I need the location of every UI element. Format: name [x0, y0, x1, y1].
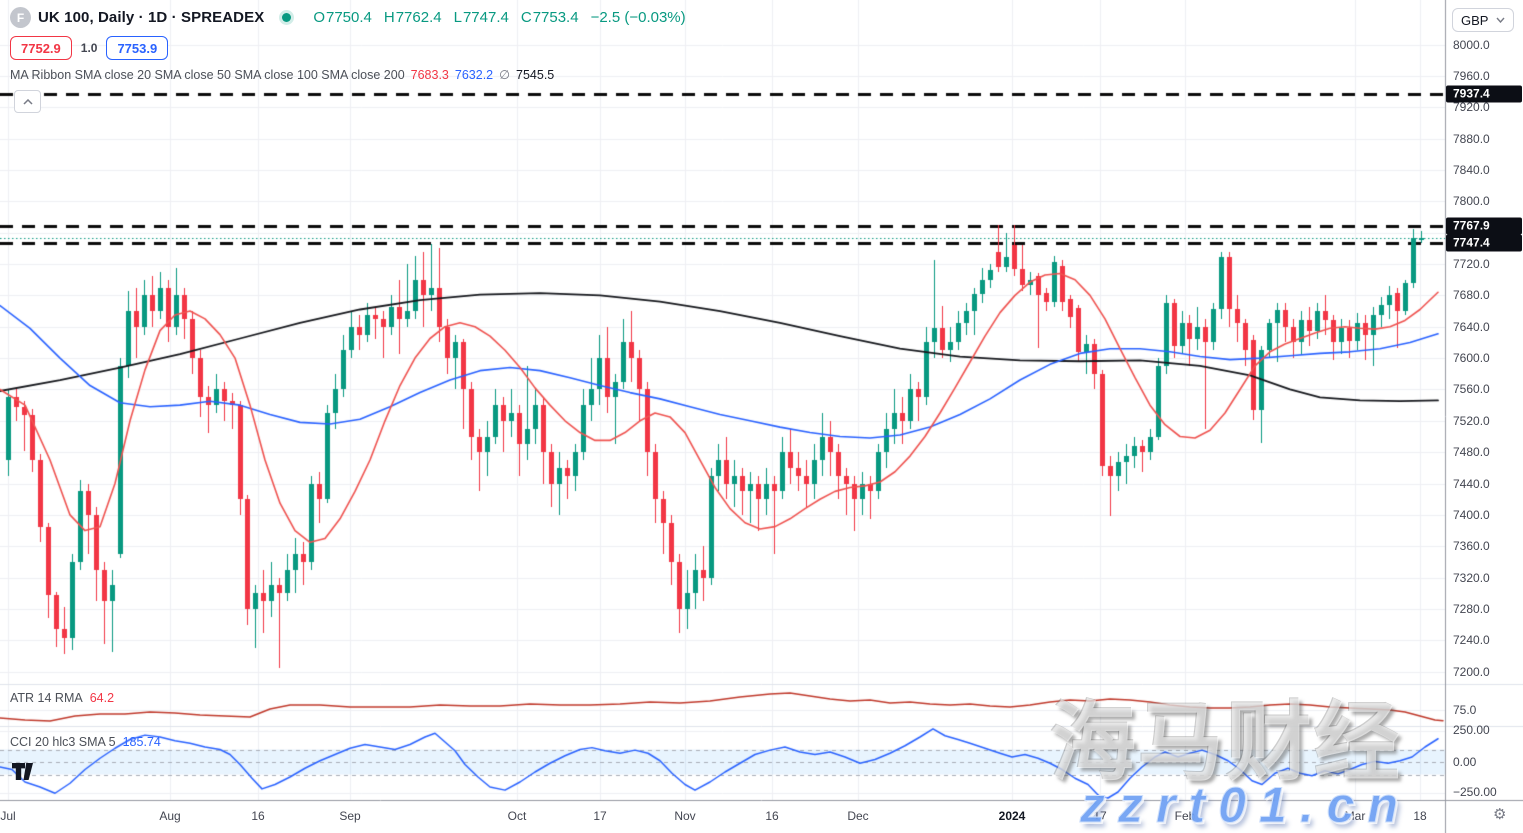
price-tick-label: 7680.0	[1453, 288, 1490, 303]
sma200-value: 7545.5	[516, 68, 555, 82]
time-axis-label: 16	[251, 809, 265, 823]
time-axis[interactable]: Jul Aug 16 Sep Oct 17 Nov 16 Dec 2024 17 Feb Mar 18	[0, 801, 1523, 833]
ohlc-values: O 7750.4 H 7762.4 L 7747.4 C 7753.4 −2.5…	[305, 9, 689, 26]
buy-button[interactable]: 7753.9	[106, 36, 169, 60]
symbol-logo[interactable]: F	[10, 7, 31, 28]
ma-ribbon-label: MA Ribbon SMA close 20 SMA close 50 SMA …	[10, 68, 405, 82]
price-tick-label: 7880.0	[1453, 131, 1490, 146]
ma-ribbon-legend[interactable]: MA Ribbon SMA close 20 SMA close 50 SMA …	[10, 67, 554, 82]
atr-title: ATR 14 RMA	[10, 691, 83, 705]
high-value: 7762.4	[395, 9, 442, 26]
price-tick-label: 7560.0	[1453, 382, 1490, 397]
price-tick-label: 7320.0	[1453, 570, 1490, 585]
trade-panel: 7752.9 1.0 7753.9	[10, 36, 169, 60]
time-axis-label: Dec	[847, 809, 869, 823]
time-axis-label: 18	[1413, 809, 1427, 823]
time-axis-label: 2024	[998, 809, 1026, 823]
sma20-value: 7683.3	[410, 68, 449, 82]
sma100-value: ∅	[499, 68, 511, 82]
indicator-tick-label: 75.0	[1453, 703, 1477, 717]
price-tick-label: 7960.0	[1453, 68, 1490, 83]
price-tick-label: 7200.0	[1453, 664, 1490, 679]
price-tick-label: 7400.0	[1453, 507, 1490, 522]
price-tick-label: 7240.0	[1453, 633, 1490, 648]
price-axis[interactable]: GBP 8000.0 7960.0 7920.0 7880.0 7840.0 7800.0…	[1446, 0, 1523, 800]
market-status-icon[interactable]	[282, 13, 292, 22]
atr-legend[interactable]: ATR 14 RMA 64.2	[10, 691, 114, 705]
time-axis-label: Sep	[339, 809, 361, 823]
symbol-header: F UK 100, Daily · 1D · SPREADEX O 7750.4…	[10, 7, 690, 28]
price-tick-label: 7840.0	[1453, 162, 1490, 177]
high-label: H	[383, 9, 395, 26]
price-tick-label: 7640.0	[1453, 319, 1490, 334]
price-tick-label: 7800.0	[1453, 194, 1490, 209]
collapse-indicators-button[interactable]	[14, 90, 41, 113]
currency-selector[interactable]: GBP	[1452, 8, 1514, 32]
low-label: L	[453, 9, 462, 26]
price-tick-label: 7360.0	[1453, 539, 1490, 554]
price-tick-label: 7920.0	[1453, 100, 1490, 115]
sell-button[interactable]: 7752.9	[10, 36, 72, 60]
price-tick-label: 7280.0	[1453, 601, 1490, 616]
open-label: O	[313, 9, 325, 26]
spread-value: 1.0	[80, 41, 98, 55]
low-value: 7747.4	[462, 9, 509, 26]
price-tick-label: 7480.0	[1453, 445, 1490, 460]
time-axis-label: Mar	[1344, 809, 1366, 823]
price-tick-label: 7440.0	[1453, 476, 1490, 491]
symbol-title[interactable]: UK 100, Daily · 1D · SPREADEX	[38, 9, 265, 26]
price-level-badge: 7767.9	[1446, 217, 1522, 235]
time-axis-label: 17	[1093, 809, 1107, 823]
open-value: 7750.4	[325, 9, 372, 26]
cci-legend[interactable]: CCI 20 hlc3 SMA 5 185.74	[10, 735, 161, 749]
chevron-down-icon	[1496, 17, 1505, 23]
close-label: C	[520, 9, 532, 26]
time-axis-label: 16	[765, 809, 779, 823]
price-tick-label: 7720.0	[1453, 257, 1490, 272]
price-tick-label: 8000.0	[1453, 37, 1490, 52]
settings-gear-icon[interactable]: ⚙	[1493, 806, 1507, 823]
time-axis-label: Oct	[507, 809, 527, 823]
indicator-tick-label: 250.00	[1453, 723, 1490, 737]
currency-label: GBP	[1461, 12, 1489, 28]
time-axis-label: Feb	[1174, 809, 1196, 823]
indicator-tick-label: −250.00	[1453, 785, 1497, 799]
cci-title: CCI 20 hlc3 SMA 5	[10, 735, 116, 749]
time-axis-label: 17	[593, 809, 607, 823]
sma50-value: 7632.2	[454, 68, 494, 82]
price-tick-label: 7520.0	[1453, 413, 1490, 428]
time-axis-label: Nov	[674, 809, 696, 823]
price-level-badge: 7747.4	[1446, 234, 1522, 252]
chevron-up-icon	[22, 98, 33, 105]
time-axis-label: Aug	[159, 809, 181, 823]
time-axis-label: Jul	[0, 809, 16, 823]
tradingview-logo[interactable]	[12, 763, 39, 781]
price-level-badge: 7937.4	[1446, 85, 1522, 103]
cci-value: 185.74	[122, 735, 161, 749]
change-value: −2.5 (−0.03%)	[590, 9, 686, 26]
indicator-tick-label: 0.00	[1453, 755, 1477, 769]
price-tick-label: 7600.0	[1453, 351, 1490, 366]
close-value: 7753.4	[532, 9, 579, 26]
atr-value: 64.2	[89, 691, 115, 705]
